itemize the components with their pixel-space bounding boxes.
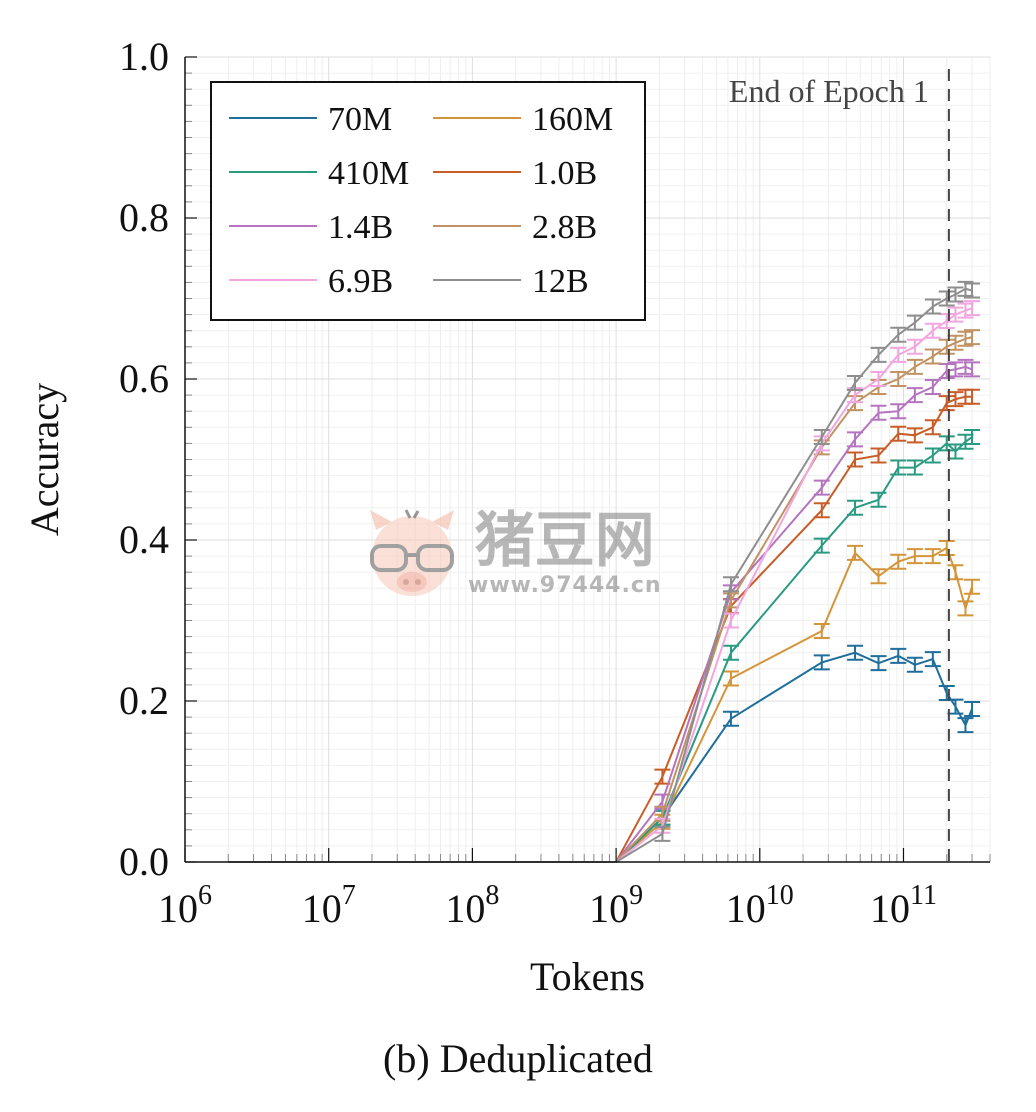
legend-label: 12B: [532, 263, 589, 300]
y-tick-label: 0.0: [119, 839, 169, 884]
legend-item: 6.9B: [229, 263, 393, 300]
legend: 70M 160M 410M 1.0B 1.4B 2.8B 6.9B 12B: [210, 81, 646, 321]
legend-item: 70M: [229, 101, 392, 138]
series-12B: [228, 280, 981, 863]
epoch-annotation: End of Epoch 1: [729, 69, 950, 862]
legend-item: 410M: [229, 155, 409, 192]
series-line: [228, 365, 973, 863]
series-line: [228, 651, 973, 863]
y-tick-label: 0.4: [119, 517, 169, 562]
x-tick-label: 107: [302, 880, 356, 931]
series-2.8B: [228, 329, 981, 863]
y-tick-label: 0.8: [119, 195, 169, 240]
legend-item: 1.4B: [229, 209, 393, 246]
x-tick-label: 106: [158, 880, 212, 931]
pig-logo-icon: [370, 509, 454, 596]
epoch-label: End of Epoch 1: [729, 73, 929, 109]
legend-label: 410M: [328, 155, 409, 192]
series-1.0B: [228, 388, 981, 863]
y-axis-label: Accuracy: [22, 383, 67, 536]
x-tick-label: 1011: [870, 880, 937, 931]
series-line: [228, 336, 973, 863]
x-tick-label: 109: [589, 880, 643, 931]
legend-label: 160M: [532, 101, 613, 138]
legend-label: 6.9B: [328, 263, 393, 300]
legend-label: 70M: [328, 101, 392, 138]
figure-caption: (b) Deduplicated: [383, 1036, 653, 1081]
series-1.4B: [228, 358, 981, 863]
x-tick-label: 108: [445, 880, 499, 931]
y-tick-label: 0.6: [119, 356, 169, 401]
y-tick-label: 1.0: [119, 34, 169, 79]
x-tick-label: 1010: [726, 880, 794, 931]
series-line: [228, 546, 973, 863]
legend-item: 160M: [433, 101, 613, 138]
legend-label: 2.8B: [532, 209, 597, 246]
legend-label: 1.4B: [328, 209, 393, 246]
legend-label: 1.0B: [532, 155, 597, 192]
watermark-title: 猪豆网: [474, 505, 655, 576]
x-axis-label: Tokens: [530, 954, 645, 999]
legend-item: 1.0B: [433, 155, 597, 192]
legend-item: 12B: [433, 263, 589, 300]
watermark-logo: 猪豆网 www.97444.cn: [362, 508, 662, 598]
axes: 0.0 0.2 0.4 0.6 0.8 1.0 106 107 108 109 1010 1011 To…: [22, 34, 991, 999]
series-line: [228, 395, 972, 863]
legend-item: 2.8B: [433, 209, 597, 246]
y-tick-label: 0.2: [119, 678, 169, 723]
series-line: [228, 287, 973, 863]
watermark-url: www.97444.cn: [468, 572, 662, 598]
chart-series: [228, 280, 981, 863]
